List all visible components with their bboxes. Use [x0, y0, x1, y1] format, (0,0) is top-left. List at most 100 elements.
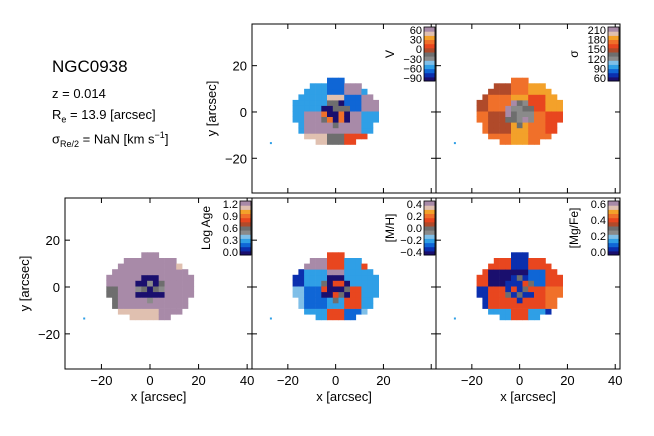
map-pixel: [511, 274, 518, 281]
map-pixel: [528, 99, 535, 106]
map-pixel: [327, 308, 334, 315]
colorbar-tick-label: 30: [410, 35, 422, 47]
map-pixel: [129, 258, 136, 264]
map-pixel: [505, 111, 512, 117]
colorbar-tick-label: 150: [588, 44, 606, 56]
map-pixel: [176, 308, 183, 315]
colorbar-tick-label: 1.2: [223, 199, 238, 211]
map-pixel: [304, 133, 311, 140]
colorbar-segment: [424, 225, 435, 231]
map-pixel: [170, 274, 177, 281]
map-pixel: [511, 258, 518, 264]
map-pixel: [135, 308, 142, 315]
map-pixel: [505, 308, 512, 315]
map-pixel: [158, 297, 165, 304]
map-pixel: [106, 291, 113, 298]
map-pixel: [123, 280, 130, 287]
colorbar-segment: [424, 221, 435, 227]
map-pixel: [321, 308, 328, 315]
map-pixel: [327, 88, 334, 95]
map-pixel: [516, 83, 523, 90]
map-pixel: [338, 263, 345, 270]
map-pixel: [170, 291, 177, 298]
map-pixel: [539, 105, 546, 112]
map-pixel: [372, 286, 379, 293]
map-pixel: [315, 258, 322, 264]
map-pixel: [344, 88, 351, 95]
map-pixel: [528, 258, 535, 264]
map-pixel: [158, 291, 165, 298]
map-pixel: [499, 286, 506, 293]
map-pixel: [367, 280, 374, 287]
map-pixel: [488, 291, 495, 298]
map-pixel: [367, 291, 374, 298]
y-tick-label: 0: [53, 280, 60, 295]
colorbar-segment: [424, 217, 435, 223]
map-pixel: [112, 274, 119, 281]
map-pixel: [327, 269, 334, 276]
map-pixel: [505, 122, 512, 129]
map-pixel: [482, 99, 489, 106]
map-pixel: [528, 308, 535, 315]
map-pixel: [309, 83, 316, 90]
x-tick-label: 0: [146, 373, 153, 388]
map-pixel: [539, 274, 546, 281]
map-pixel: [511, 88, 518, 95]
map-pixel: [350, 308, 357, 315]
x-tick-label: 20: [191, 373, 205, 388]
map-pixel: [309, 133, 316, 140]
y-tick-label: −20: [38, 327, 60, 342]
colorbar-segment: [608, 209, 619, 214]
map-pixel: [321, 274, 328, 281]
map-pixel: [147, 269, 154, 276]
map-pixel: [539, 83, 546, 90]
map-pixel: [315, 127, 322, 134]
map-pixel: [493, 263, 500, 270]
map-pixel: [551, 122, 558, 129]
map-pixel: [298, 127, 305, 134]
map-pixel: [298, 269, 305, 276]
map-pixel: [516, 263, 523, 270]
map-pixel: [350, 116, 357, 123]
map-pixel: [539, 99, 546, 106]
map-pixel: [164, 314, 171, 321]
map-pixel: [129, 308, 136, 315]
map-pixel: [129, 302, 136, 309]
map-pixel: [332, 122, 339, 129]
map-pixel: [499, 263, 506, 270]
map-pixel: [170, 269, 177, 276]
beam-marker: [83, 317, 86, 320]
beam-marker: [269, 142, 272, 145]
map-pixel: [499, 99, 506, 106]
map-pixel: [332, 286, 339, 293]
colorbar-label: Log Age: [199, 206, 213, 250]
map-pixel: [516, 308, 523, 315]
map-pixel: [488, 127, 495, 134]
map-pixel: [534, 105, 541, 112]
map-pixel: [522, 263, 529, 270]
map-pixel: [350, 258, 357, 264]
map-pixel: [315, 286, 322, 293]
map-pixel: [332, 127, 339, 134]
map-pixel: [304, 111, 311, 117]
map-pixel: [350, 297, 357, 304]
map-pixel: [539, 111, 546, 117]
map-pixel: [493, 258, 500, 264]
map-pixel: [117, 302, 125, 309]
x-tick-label: 0: [516, 373, 523, 388]
map-pixel: [528, 280, 535, 287]
x-tick-label: 40: [608, 373, 622, 388]
map-pixel: [361, 263, 368, 270]
map-pixel: [152, 252, 160, 259]
colorbar-segment: [424, 234, 435, 239]
map-pixel: [505, 138, 512, 145]
colorbar-segment: [424, 209, 435, 214]
map-pixel: [164, 269, 171, 276]
panel-metallicity: −20 0 20 x [arcsec] 0.40.20.0−0.2−0.4[M/H]: [251, 197, 437, 404]
x-axis-label: x [arcsec]: [316, 389, 372, 404]
map-pixel: [350, 314, 357, 321]
map-pixel: [332, 116, 339, 123]
map-pixel: [499, 302, 506, 309]
colorbar-tick-label: 0.3: [223, 235, 238, 247]
map-pixel: [551, 127, 558, 134]
